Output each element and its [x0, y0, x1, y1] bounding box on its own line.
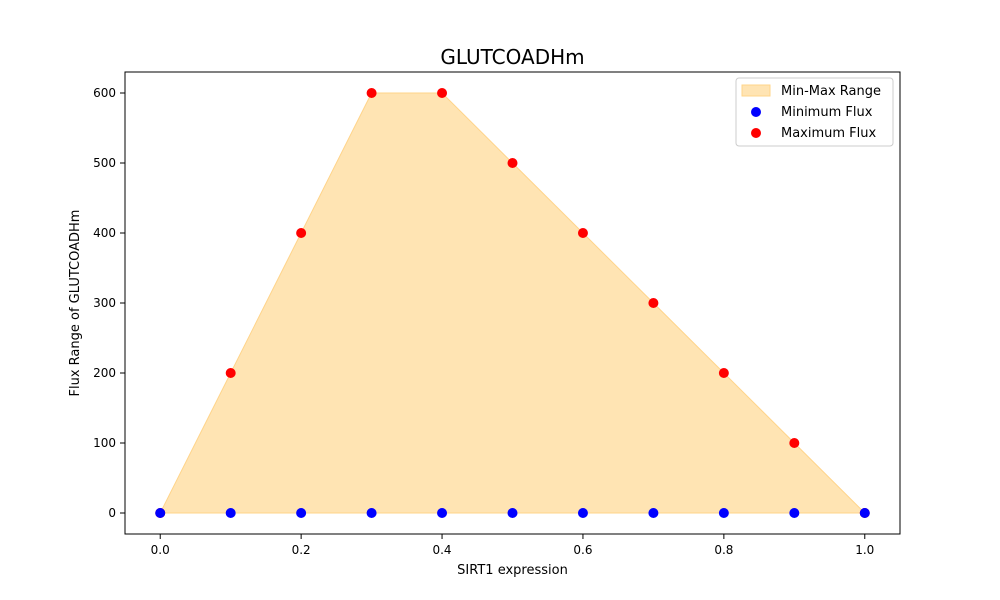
x-axis: 0.0 0.2 0.4 0.6 0.8 1.0	[151, 534, 874, 557]
minimum-flux-point	[507, 508, 518, 518]
minimum-flux-point	[648, 508, 659, 518]
maximum-flux-point	[296, 228, 307, 238]
legend-label-range: Min-Max Range	[781, 84, 881, 99]
maximum-flux-point	[789, 438, 800, 448]
minimum-flux-point	[366, 508, 377, 518]
y-tick-label: 600	[93, 86, 116, 100]
maximum-flux-point	[718, 368, 729, 378]
y-tick-label: 100	[93, 436, 116, 450]
minimum-flux-point	[437, 508, 448, 518]
minimum-flux-point	[296, 508, 307, 518]
y-axis: 0 100 200 300 400 500 600	[93, 86, 125, 520]
minimum-flux-point	[577, 508, 588, 518]
plot-area	[124, 71, 901, 535]
legend-label-max: Maximum Flux	[781, 126, 877, 141]
minimum-flux-point	[859, 508, 870, 518]
y-tick-label: 200	[93, 366, 116, 380]
legend: Min-Max Range Minimum Flux Maximum Flux	[735, 77, 894, 147]
x-tick-label: 0.8	[714, 543, 733, 557]
x-tick-label: 1.0	[855, 543, 874, 557]
minimum-flux-point	[225, 508, 236, 518]
legend-label-min: Minimum Flux	[781, 105, 873, 120]
x-tick-label: 0.4	[432, 543, 451, 557]
x-tick-label: 0.6	[573, 543, 592, 557]
minimum-flux-points	[155, 508, 870, 518]
maximum-flux-point	[225, 368, 236, 378]
chart-title: GLUTCOADHm	[440, 45, 584, 69]
x-tick-label: 0.0	[151, 543, 170, 557]
legend-max-marker	[751, 128, 761, 138]
maximum-flux-point	[648, 298, 659, 308]
maximum-flux-point	[577, 228, 588, 238]
y-tick-label: 0	[108, 506, 116, 520]
y-axis-label: Flux Range of GLUTCOADHm	[68, 210, 83, 397]
minimum-flux-point	[155, 508, 166, 518]
legend-box	[735, 77, 894, 147]
legend-min-marker	[751, 107, 761, 117]
minimum-flux-point	[789, 508, 800, 518]
min-max-range-area	[159, 92, 866, 514]
y-tick-label: 500	[93, 156, 116, 170]
x-tick-label: 0.2	[292, 543, 311, 557]
y-tick-label: 400	[93, 226, 116, 240]
legend-range-swatch	[741, 84, 771, 97]
y-tick-label: 300	[93, 296, 116, 310]
maximum-flux-point	[507, 158, 518, 168]
maximum-flux-points	[155, 88, 870, 518]
minimum-flux-point	[718, 508, 729, 518]
x-axis-label: SIRT1 expression	[457, 563, 568, 578]
maximum-flux-point	[366, 88, 377, 98]
maximum-flux-point	[437, 88, 448, 98]
